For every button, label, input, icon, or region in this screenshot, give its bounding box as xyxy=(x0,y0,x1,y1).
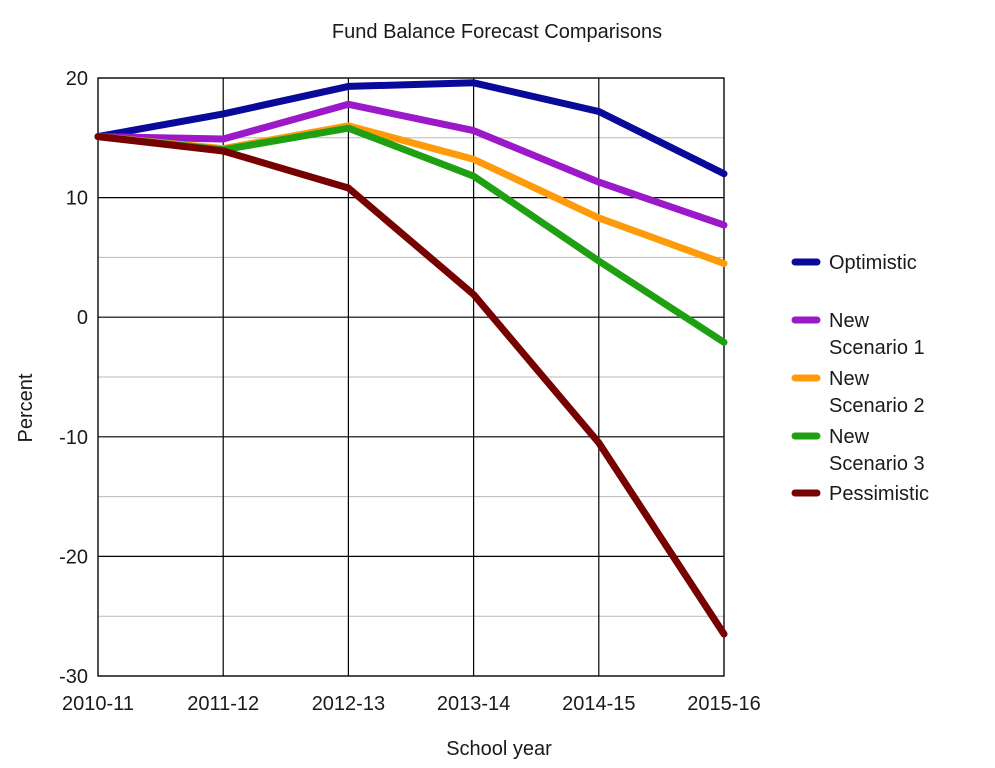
legend-label: Optimistic xyxy=(829,252,917,274)
legend-item: New Scenario 3 xyxy=(791,426,925,475)
series-line xyxy=(94,79,728,178)
y-axis-ticks: 20 10 0 -10 -20 -30 xyxy=(59,68,88,688)
data-series xyxy=(94,79,728,638)
series-line xyxy=(94,124,728,346)
legend-item: New Scenario 1 xyxy=(791,310,925,359)
y-tick-label: -20 xyxy=(59,546,88,568)
legend-label: New Scenario 2 xyxy=(829,368,925,417)
x-tick-label: 2010-11 xyxy=(62,693,134,715)
legend-item: New Scenario 2 xyxy=(791,368,925,417)
x-tick-label: 2015-16 xyxy=(687,693,760,715)
legend-item: Pessimistic xyxy=(791,483,929,505)
legend: Optimistic New Scenario 1 New Scenario 2 New S… xyxy=(791,252,929,505)
chart-title: Fund Balance Forecast Comparisons xyxy=(332,21,662,43)
x-tick-label: 2013-14 xyxy=(437,693,510,715)
x-axis-ticks: 2010-11 2011-12 2012-13 2013-14 2014-15 2015-… xyxy=(62,693,761,715)
series-line xyxy=(94,133,728,638)
y-tick-label: 0 xyxy=(77,307,88,329)
x-tick-label: 2012-13 xyxy=(312,693,385,715)
legend-label: Pessimistic xyxy=(829,483,929,505)
series-line xyxy=(94,100,728,229)
grid-lines xyxy=(97,77,725,677)
legend-item: Optimistic xyxy=(791,252,917,274)
x-axis-label: School year xyxy=(446,738,552,760)
plot-frame xyxy=(97,77,725,677)
x-tick-label: 2011-12 xyxy=(187,693,259,715)
legend-label: New Scenario 3 xyxy=(829,426,925,475)
legend-label: New Scenario 1 xyxy=(829,310,925,359)
y-tick-label: 10 xyxy=(66,188,88,210)
y-axis-label: Percent xyxy=(15,373,37,442)
x-tick-label: 2014-15 xyxy=(562,693,635,715)
y-tick-label: -30 xyxy=(59,666,88,688)
y-tick-label: 20 xyxy=(66,68,88,90)
y-tick-label: -10 xyxy=(59,427,88,449)
